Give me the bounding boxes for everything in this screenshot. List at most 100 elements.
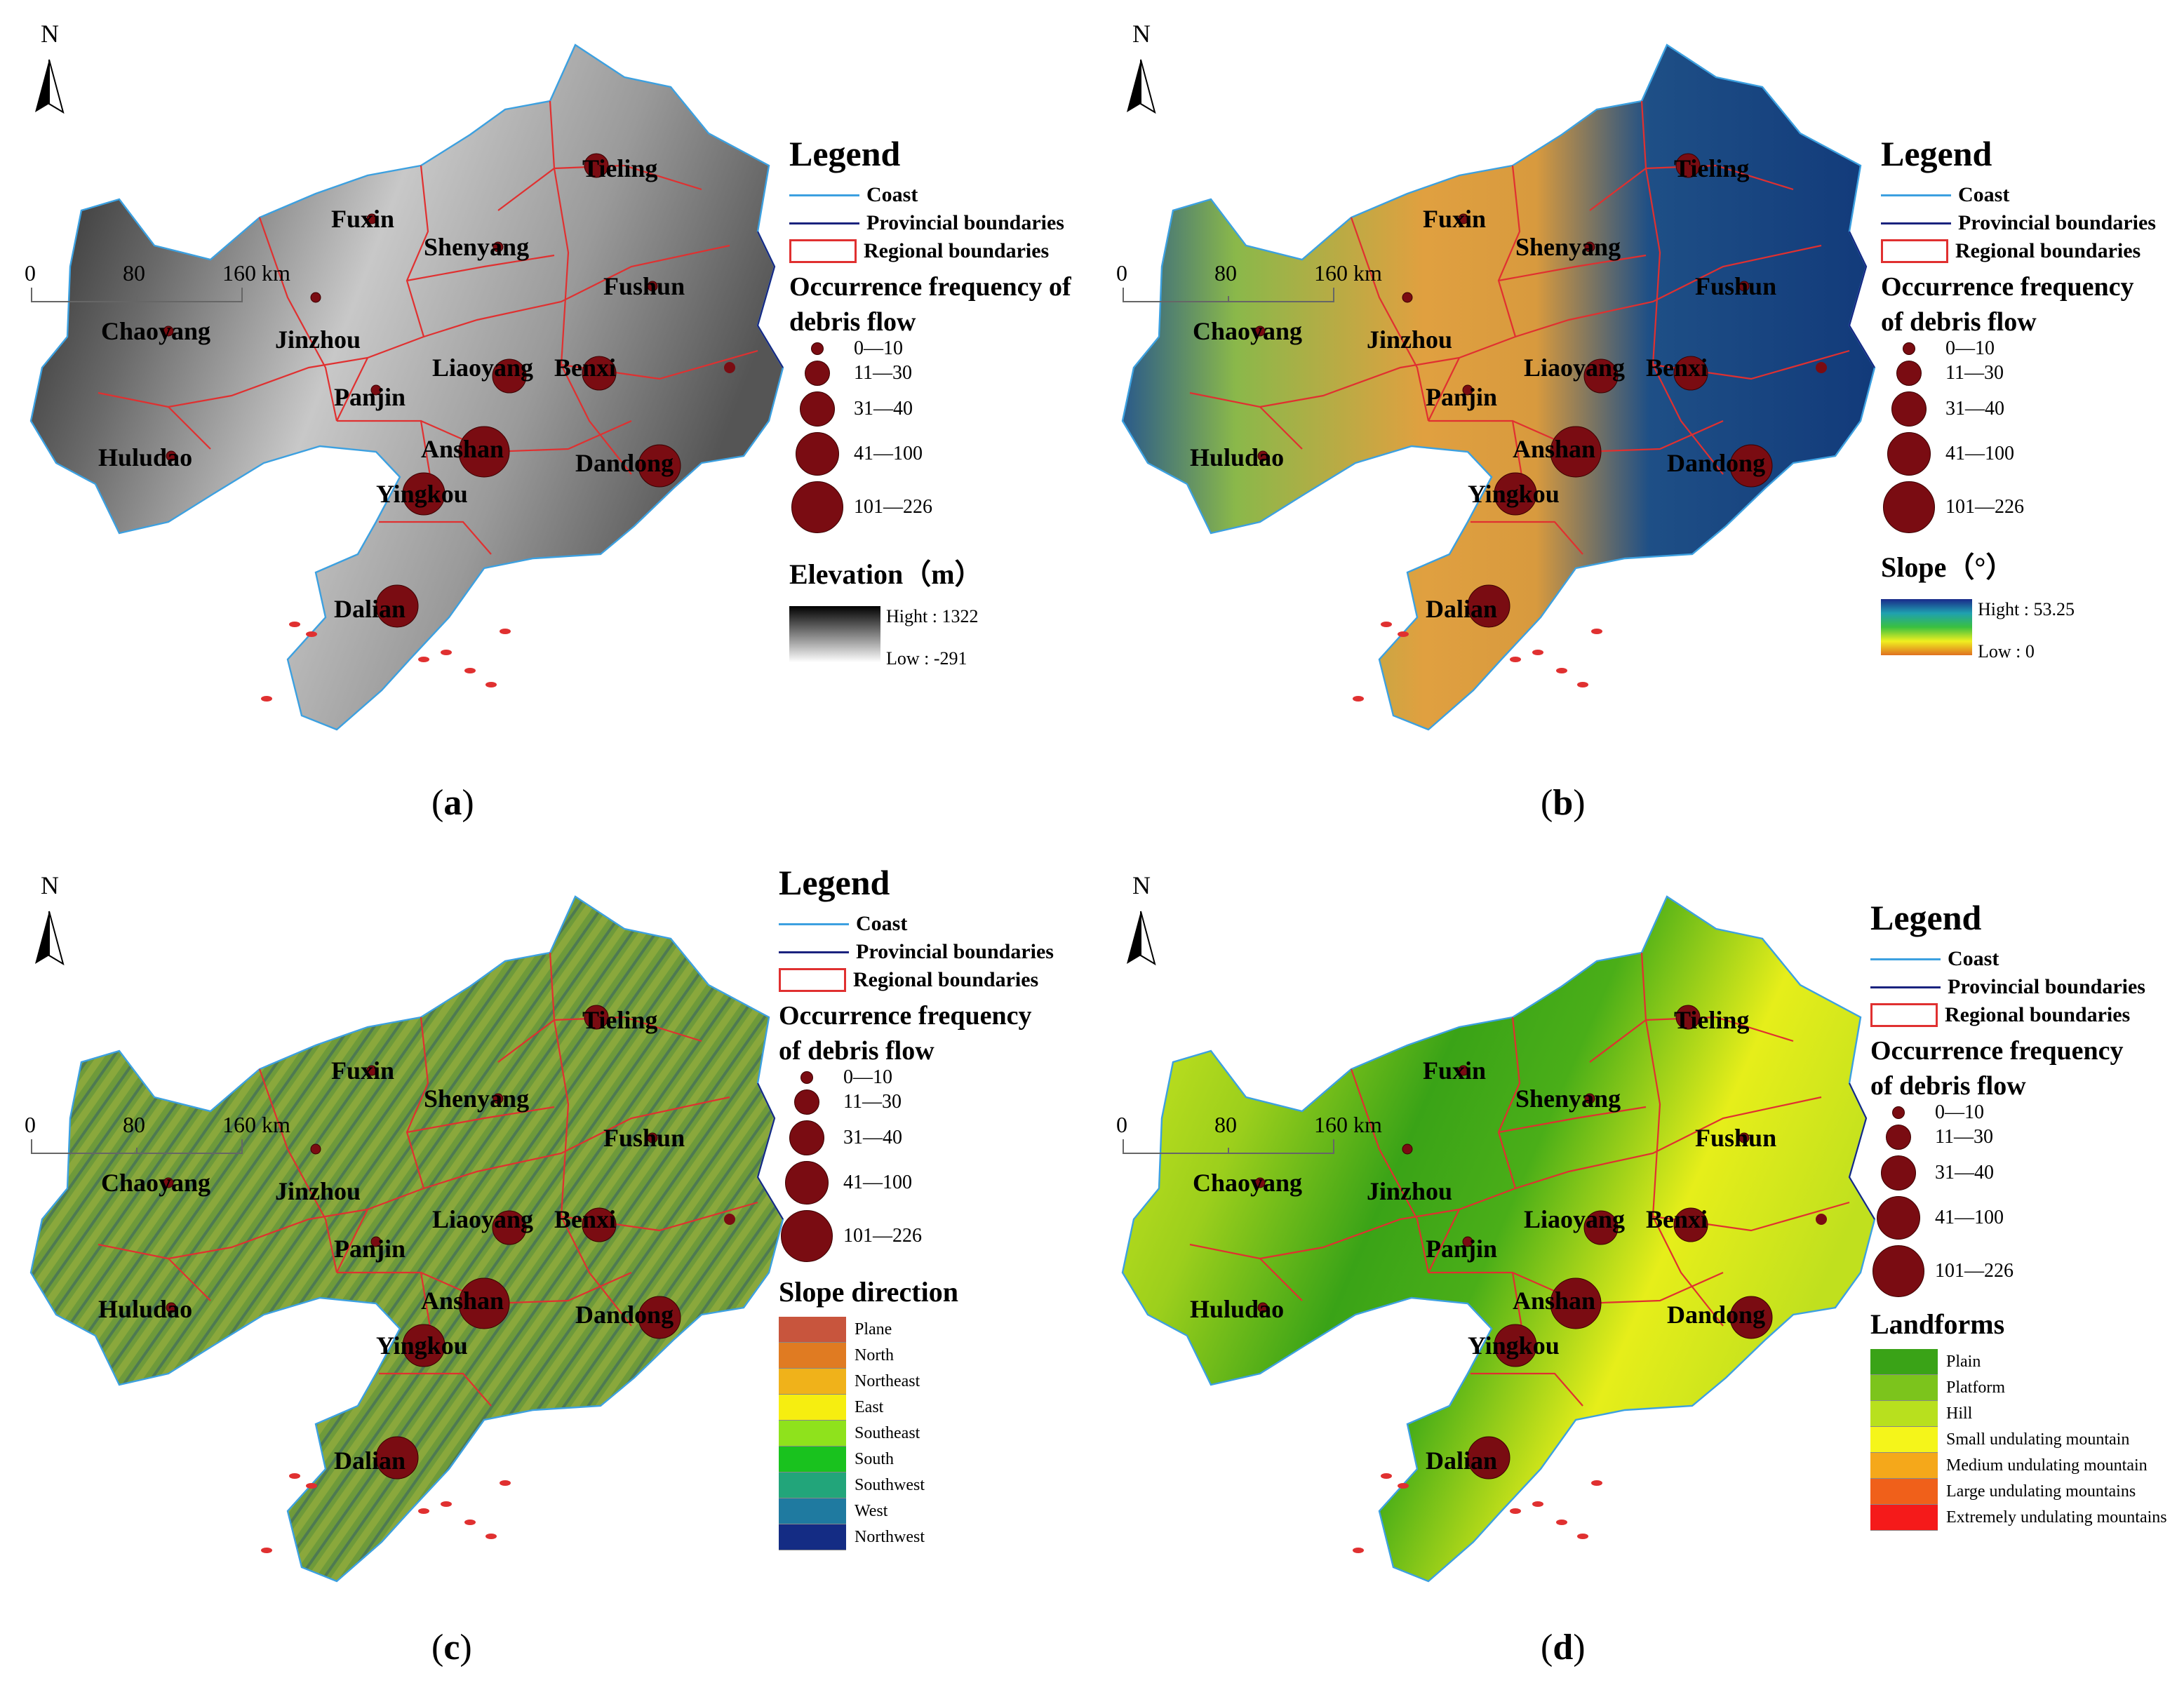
regional-boundary (258, 217, 338, 422)
legend-class-row: Small undulating mountain (1870, 1427, 2167, 1453)
legend-class-label: South (855, 1450, 895, 1468)
legend-class-swatch (1870, 1479, 1938, 1505)
island (1381, 1473, 1392, 1479)
city-label: Anshan (1513, 1287, 1595, 1315)
layer-title: Slope direction (779, 1276, 958, 1308)
legend-frequency-row: 101—226 (779, 1207, 1059, 1265)
regional-boundary (168, 1208, 368, 1260)
legend-class-swatch (779, 1317, 846, 1343)
city-symbol (1729, 444, 1773, 488)
legend-frequency-row: 41—100 (789, 429, 1119, 478)
city-symbol (1584, 1093, 1595, 1104)
city-symbol (1402, 1143, 1413, 1155)
legend-class-row: Medium undulating mountain (1870, 1453, 2167, 1479)
legend-frequency-label: 101—226 (1945, 496, 2024, 518)
regional-boundary (423, 1096, 730, 1190)
legend-class-label: North (855, 1346, 894, 1364)
regional-boundary (1470, 1372, 1583, 1407)
city-label: Dandong (575, 449, 674, 477)
map-slope-direction: Tieling Fuxin Shenyang Fushun Chaoyang Jinzho… (25, 871, 784, 1583)
legend-class-label: Northeast (855, 1372, 920, 1390)
legend: Legend Coast Provincial boundaries Regio… (1870, 897, 2167, 1531)
legend-frequency-label: 0—10 (854, 337, 903, 359)
city-label: Liaoyang (432, 354, 533, 382)
legend-class-swatch (779, 1447, 846, 1472)
city-symbol (375, 584, 419, 628)
city-label: Benxi (554, 1205, 616, 1233)
city-symbol (638, 444, 681, 488)
legend-bubble-symbol (794, 1089, 819, 1115)
legend-class-label: Medium undulating mountain (1946, 1456, 2148, 1475)
regional-boundary (1640, 952, 1724, 1327)
city-symbol (1583, 1210, 1619, 1245)
city-label: Panjin (334, 383, 406, 411)
legend-bubble-symbol (796, 432, 839, 476)
legend-bubble-symbol (1881, 1155, 1916, 1190)
city-label: Tieling (1674, 154, 1749, 182)
regional-boundary (423, 244, 730, 338)
city-symbol (647, 1132, 658, 1143)
legend-frequency-row: 11—30 (1870, 1122, 2167, 1153)
regional-boundary (1189, 1243, 1303, 1301)
map-elevation: Tieling Fuxin Shenyang Fushun Chaoyang Jinzho… (25, 20, 784, 731)
caption-a: (a) (431, 783, 474, 823)
legend-bubble-symbol (791, 481, 843, 533)
city-label: Jinzhou (1367, 1177, 1452, 1205)
city-label: Fuxin (1423, 205, 1486, 233)
regional-boundary (1515, 244, 1822, 338)
regional-boundary (420, 1271, 632, 1305)
city-symbol (310, 292, 321, 303)
legend-frequency-row: 101—226 (789, 478, 1119, 536)
legend-frequency-label: 41—100 (854, 443, 923, 464)
city-symbol (1254, 326, 1266, 337)
scale-tick-label: 0 (25, 260, 36, 286)
regional-boundary (1259, 356, 1460, 408)
panel-slope-direction: Tieling Fuxin Shenyang Fushun Chaoyang Jinzho… (0, 852, 1092, 1703)
province-area (1121, 895, 1876, 1583)
regional-boundary (420, 420, 632, 453)
city-symbol (582, 1207, 617, 1242)
city-symbol (493, 241, 504, 253)
regional-boundary (98, 391, 211, 450)
regional-boundary (98, 1243, 211, 1301)
legend-class-label: Plane (855, 1320, 892, 1339)
city-symbol (1257, 1302, 1268, 1313)
legend-class-row: Northwest (779, 1524, 1059, 1550)
legend-frequency-row: 101—226 (1881, 478, 2162, 536)
regional-boundary (1470, 521, 1583, 555)
city-symbol (724, 362, 735, 373)
legend-bubble-symbol (1903, 342, 1915, 355)
scale-bar: 0 80 160 km (1116, 260, 1382, 302)
city-label: Fushun (1695, 272, 1776, 300)
legend-class-swatch (779, 1524, 846, 1550)
scale-tick-label: 0 (25, 1112, 36, 1137)
city-label: Fuxin (331, 1056, 394, 1085)
legend-bubble-symbol (800, 391, 835, 427)
city-label: Tieling (1674, 1006, 1749, 1034)
city-symbol (1467, 584, 1510, 628)
legend-class-row: East (779, 1395, 1059, 1421)
city-label: Yingkou (376, 480, 468, 508)
legend-class-swatch (779, 1421, 846, 1447)
city-symbol (1550, 426, 1602, 478)
legend-coast-label: Coast (1958, 183, 2010, 206)
city-label: Tieling (582, 1006, 657, 1034)
legend: Legend Coast Provincial boundaries Regio… (779, 862, 1059, 1550)
city-symbol (1494, 472, 1537, 516)
city-symbol (1462, 1236, 1473, 1247)
legend-class-swatch (779, 1369, 846, 1395)
legend-class-swatch (779, 1472, 846, 1498)
legend-frequency-row: 31—40 (1870, 1153, 2167, 1193)
island (289, 622, 300, 627)
province-area (29, 895, 784, 1583)
legend-frequency-row: 11—30 (1881, 358, 2162, 389)
city-label: Benxi (1646, 1205, 1708, 1233)
city-label: Benxi (1646, 354, 1708, 382)
city-symbol (1729, 1296, 1773, 1339)
city-label: Panjin (1426, 383, 1497, 411)
legend-frequency-label: 31—40 (843, 1127, 902, 1148)
city-label: Liaoyang (432, 1205, 533, 1233)
legend-frequency-label: 31—40 (1945, 398, 2004, 420)
island (1577, 1534, 1588, 1539)
legend-regional-label: Regional boundaries (1945, 1003, 2131, 1026)
